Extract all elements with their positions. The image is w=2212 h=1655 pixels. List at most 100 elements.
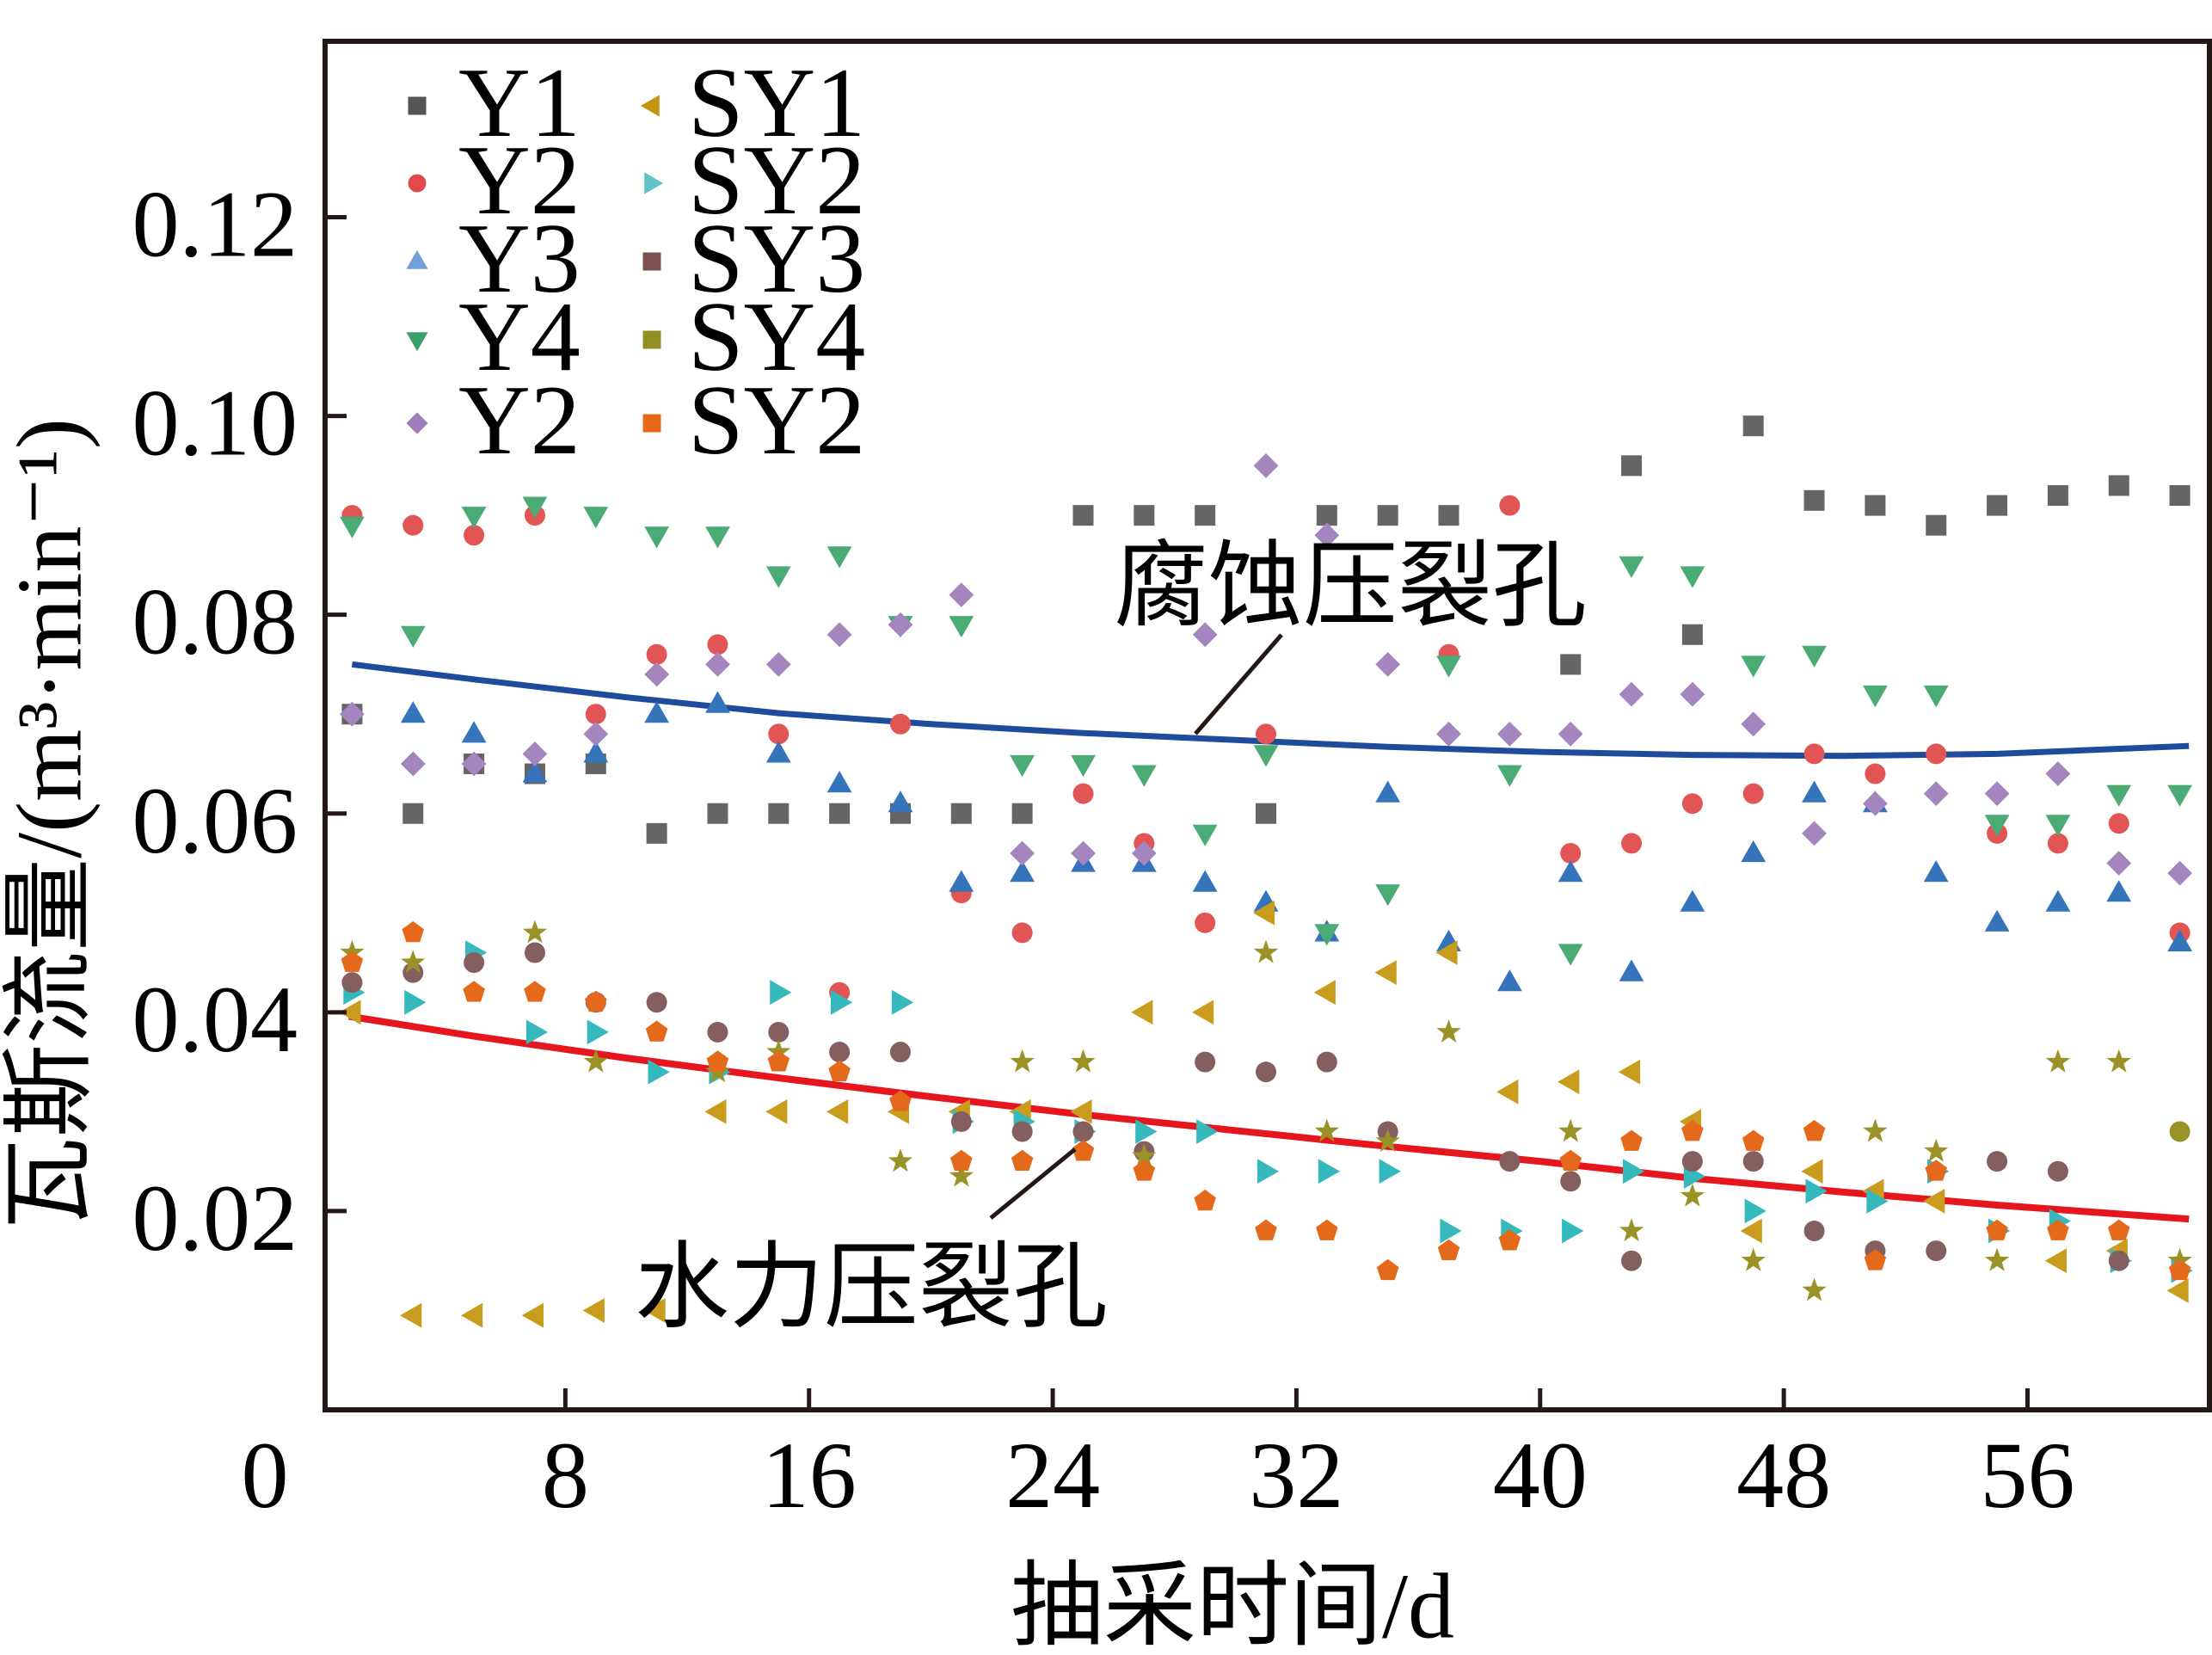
legend-label: SY4 — [688, 282, 865, 392]
x-axis-title: 抽采时间/d — [1011, 1556, 1454, 1655]
point-y4-triangle-down — [1436, 655, 1461, 678]
point-sy2-pentagon — [706, 1050, 729, 1072]
x-tick-label: 48 — [1736, 1423, 1831, 1528]
point-sy3-circle — [1072, 1121, 1094, 1142]
point-y3-triangle-up — [888, 791, 913, 813]
legend-marker-y1-square — [408, 96, 427, 115]
legend-item: SY1 — [640, 48, 865, 158]
point-sy4-star — [1436, 1019, 1461, 1043]
legend-item: SY2 — [642, 366, 865, 476]
legend-item: Y1 — [408, 48, 581, 158]
point-sy1-triangle-left — [1496, 1079, 1519, 1104]
point-sy3-circle — [2047, 1160, 2068, 1182]
point-sy2-pentagon — [2168, 1258, 2191, 1281]
series-y3-triangle-up — [400, 691, 2192, 992]
point-y1-square — [1987, 495, 2008, 516]
point-sy4-star — [2045, 1049, 2071, 1073]
point-sy1-triangle-left — [1192, 1000, 1214, 1025]
point-y3-triangle-up — [765, 741, 791, 763]
legend-label: Y4 — [458, 282, 581, 392]
point-sy4-star — [522, 920, 548, 944]
point-sy1-triangle-left — [704, 1099, 727, 1124]
x-tick-label: 8 — [542, 1423, 589, 1528]
point-sy2-triangle-right — [1744, 1198, 1767, 1224]
point-sy2-triangle-right — [831, 989, 853, 1015]
point-sy1-triangle-left — [765, 1099, 788, 1124]
point-y3-triangle-up — [583, 741, 609, 763]
legend-item: SY4 — [642, 282, 865, 392]
point-y4-triangle-down — [1071, 754, 1096, 778]
origin-label: 0 — [242, 1423, 289, 1528]
point-y3-triangle-up — [2167, 929, 2192, 951]
point-y4-triangle-down — [461, 507, 487, 529]
point-sy2-triangle-right — [891, 989, 914, 1015]
point-y4-triangle-down — [1253, 745, 1279, 767]
legend-label: SY2 — [688, 126, 865, 236]
point-sy3-circle — [950, 1111, 972, 1132]
point-y1-square — [1256, 803, 1276, 824]
point-sy2-triangle-right — [1866, 1189, 1889, 1214]
annotation-leader-corrosion — [1194, 633, 1283, 735]
point-sy2-pentagon — [463, 981, 485, 1002]
point-y3-triangle-up — [1802, 780, 1827, 803]
point-sy2-triangle-right — [648, 1059, 670, 1085]
y-tick-label: 0.06 — [132, 768, 298, 873]
point-y4-triangle-down — [400, 625, 426, 648]
point-sy2-pentagon — [828, 1060, 851, 1081]
point-y2-circle — [1926, 743, 1947, 765]
point-y2-circle — [1195, 912, 1216, 933]
point-y4-triangle-down — [2106, 784, 2132, 807]
point-sy1-triangle-left — [1618, 1059, 1641, 1085]
point-sy2-triangle-right — [1562, 1218, 1584, 1244]
point-y1-square — [1865, 495, 1886, 516]
point-sy2-pentagon — [1133, 1160, 1156, 1181]
point-y2-diamond — [1071, 840, 1096, 866]
point-sy1-triangle-left — [339, 1000, 361, 1025]
point-y2-circle — [585, 704, 606, 725]
x-tick-label: 56 — [1980, 1423, 2074, 1528]
x-tick-label: 24 — [1005, 1423, 1100, 1528]
point-y3-triangle-up — [1984, 909, 2010, 932]
point-y4-triangle-down — [949, 616, 974, 638]
point-y2-diamond — [1558, 721, 1583, 747]
point-sy2-pentagon — [1620, 1129, 1643, 1151]
legend-label: Y1 — [458, 48, 581, 158]
point-sy2-pentagon — [645, 1020, 668, 1042]
point-sy2-pentagon — [1437, 1239, 1460, 1260]
point-sy2-triangle-right — [1318, 1159, 1340, 1184]
point-y2-circle — [1499, 495, 1521, 516]
point-sy1-triangle-left — [400, 1302, 422, 1328]
point-y3-triangle-up — [644, 701, 669, 723]
data-points — [339, 415, 2193, 1328]
point-y3-triangle-up — [2045, 889, 2071, 912]
point-sy1-triangle-left — [461, 1302, 483, 1328]
point-y3-triangle-up — [705, 691, 730, 713]
point-sy2-pentagon — [585, 990, 607, 1012]
point-y2-diamond — [1131, 840, 1157, 866]
point-y2-circle — [889, 713, 911, 735]
point-y4-triangle-down — [1010, 754, 1035, 778]
point-y2-diamond — [888, 612, 913, 637]
point-sy3-circle — [1011, 1121, 1033, 1142]
point-y2-circle — [768, 723, 790, 745]
axis-tick-labels: 0.02 0.04 0.06 0.08 0.10 0.12 8 16 24 32 40 48 56 — [132, 172, 2075, 1528]
fit-curves — [348, 661, 2190, 1223]
point-sy2-pentagon — [950, 1149, 973, 1171]
point-y1-square — [1134, 505, 1155, 526]
legend-marker-y3-triangle-up — [406, 249, 428, 269]
point-y1-square — [2047, 485, 2068, 507]
point-sy2-triangle-right — [770, 980, 792, 1006]
point-y1-square — [1560, 654, 1582, 675]
point-sy4-star — [1010, 1049, 1035, 1073]
point-y3-triangle-up — [1558, 860, 1583, 883]
point-sy4-star — [1680, 1183, 1705, 1207]
point-y2-circle — [1011, 922, 1033, 944]
fit-curve-hydraulic — [348, 1012, 2190, 1223]
point-y3-triangle-up — [826, 771, 852, 793]
point-y2-circle — [464, 525, 485, 546]
point-sy1-triangle-left — [582, 1298, 605, 1323]
point-sy3-circle — [1681, 1151, 1703, 1172]
point-y2-diamond — [1375, 652, 1401, 677]
point-sy4-star — [1071, 1049, 1096, 1073]
point-y2-diamond — [1253, 453, 1279, 478]
